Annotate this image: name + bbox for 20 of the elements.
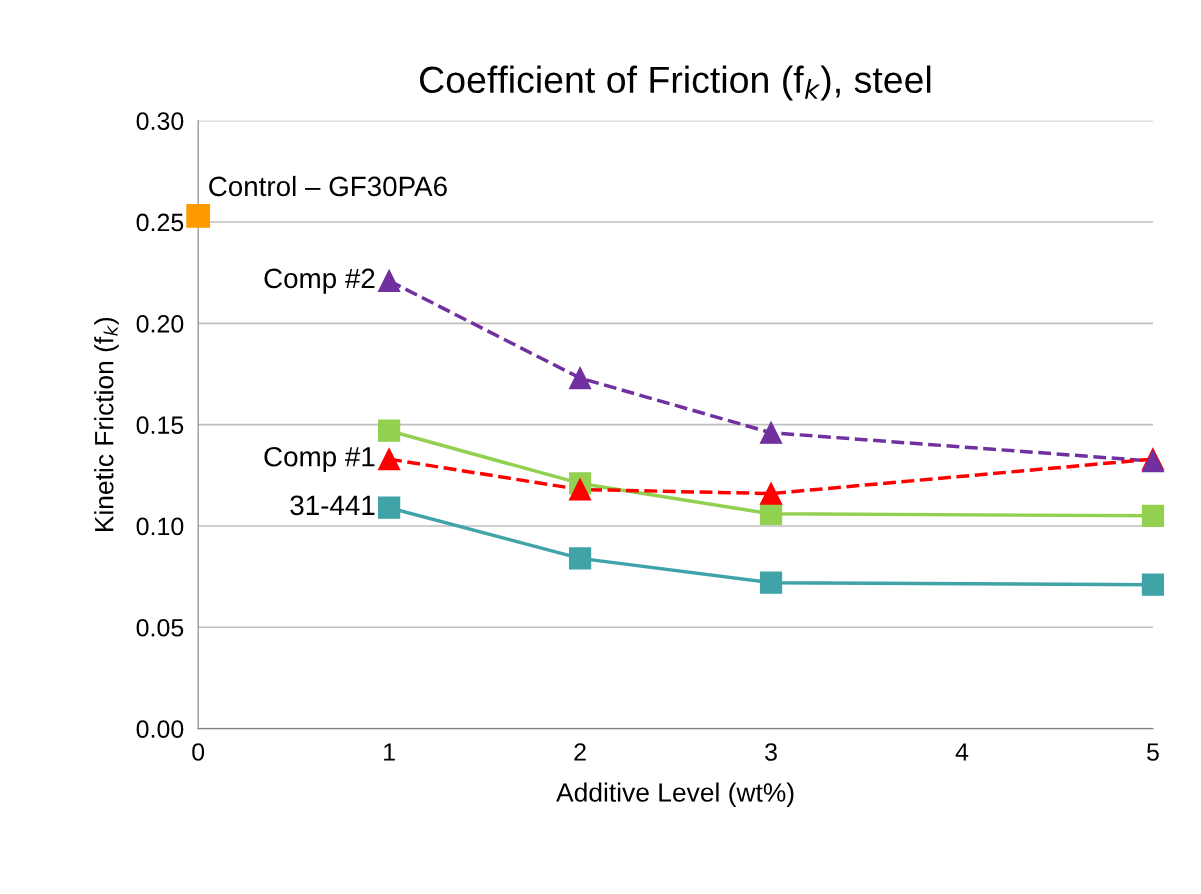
y-tick-label: 0.25 (136, 213, 184, 232)
y-tick-label: 0.10 (136, 517, 184, 536)
y-tick-label: 0.30 (136, 112, 184, 130)
y-tick-label: 0.15 (136, 416, 184, 434)
x-tick-label: 5 (1147, 743, 1159, 761)
y-tick-label: 0.20 (136, 314, 184, 333)
y-axis-title: Kinetic Friction (f$_{k}$) (94, 317, 119, 532)
series-label: Comp #1 (264, 446, 375, 473)
x-tick-label: 4 (955, 743, 969, 761)
series-label: 31-441 (290, 495, 375, 516)
x-tick-label: 2 (574, 743, 586, 761)
x-tick-label: 0 (192, 743, 205, 761)
series-label: Comp #2 (264, 268, 375, 294)
y-tick-label: 0.05 (136, 618, 184, 637)
series-label: Control – GF30PA6 (209, 175, 447, 197)
chart-title: Coefficient of Friction (f$_{k}$), steel (420, 65, 931, 101)
x-axis-title: Additive Level (wt%) (556, 782, 794, 808)
x-tick-label: 3 (765, 743, 777, 761)
x-tick-label: 1 (384, 743, 395, 761)
y-tick-label: 0.00 (136, 720, 184, 738)
